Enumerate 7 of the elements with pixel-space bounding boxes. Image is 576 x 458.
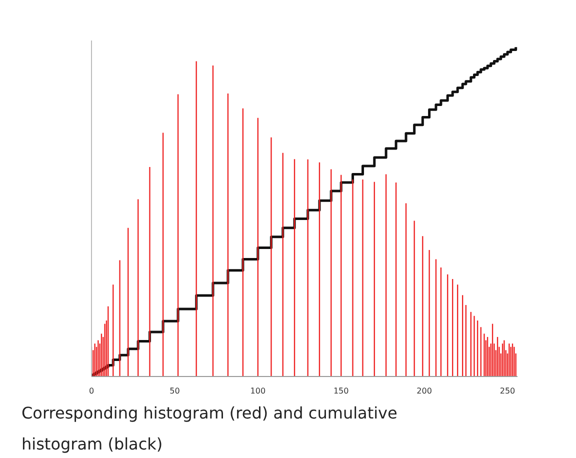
text: Corresponding histogram (red) and cumulative histogram (black): [22, 404, 398, 454]
x-tick-label: 0: [88, 386, 94, 396]
x-tick-label: 250: [500, 386, 516, 396]
x-tick-label: 100: [250, 386, 266, 396]
x-tick-label: 150: [333, 386, 349, 396]
x-tick-label: 200: [416, 386, 432, 396]
x-tick-label: 50: [170, 386, 180, 396]
